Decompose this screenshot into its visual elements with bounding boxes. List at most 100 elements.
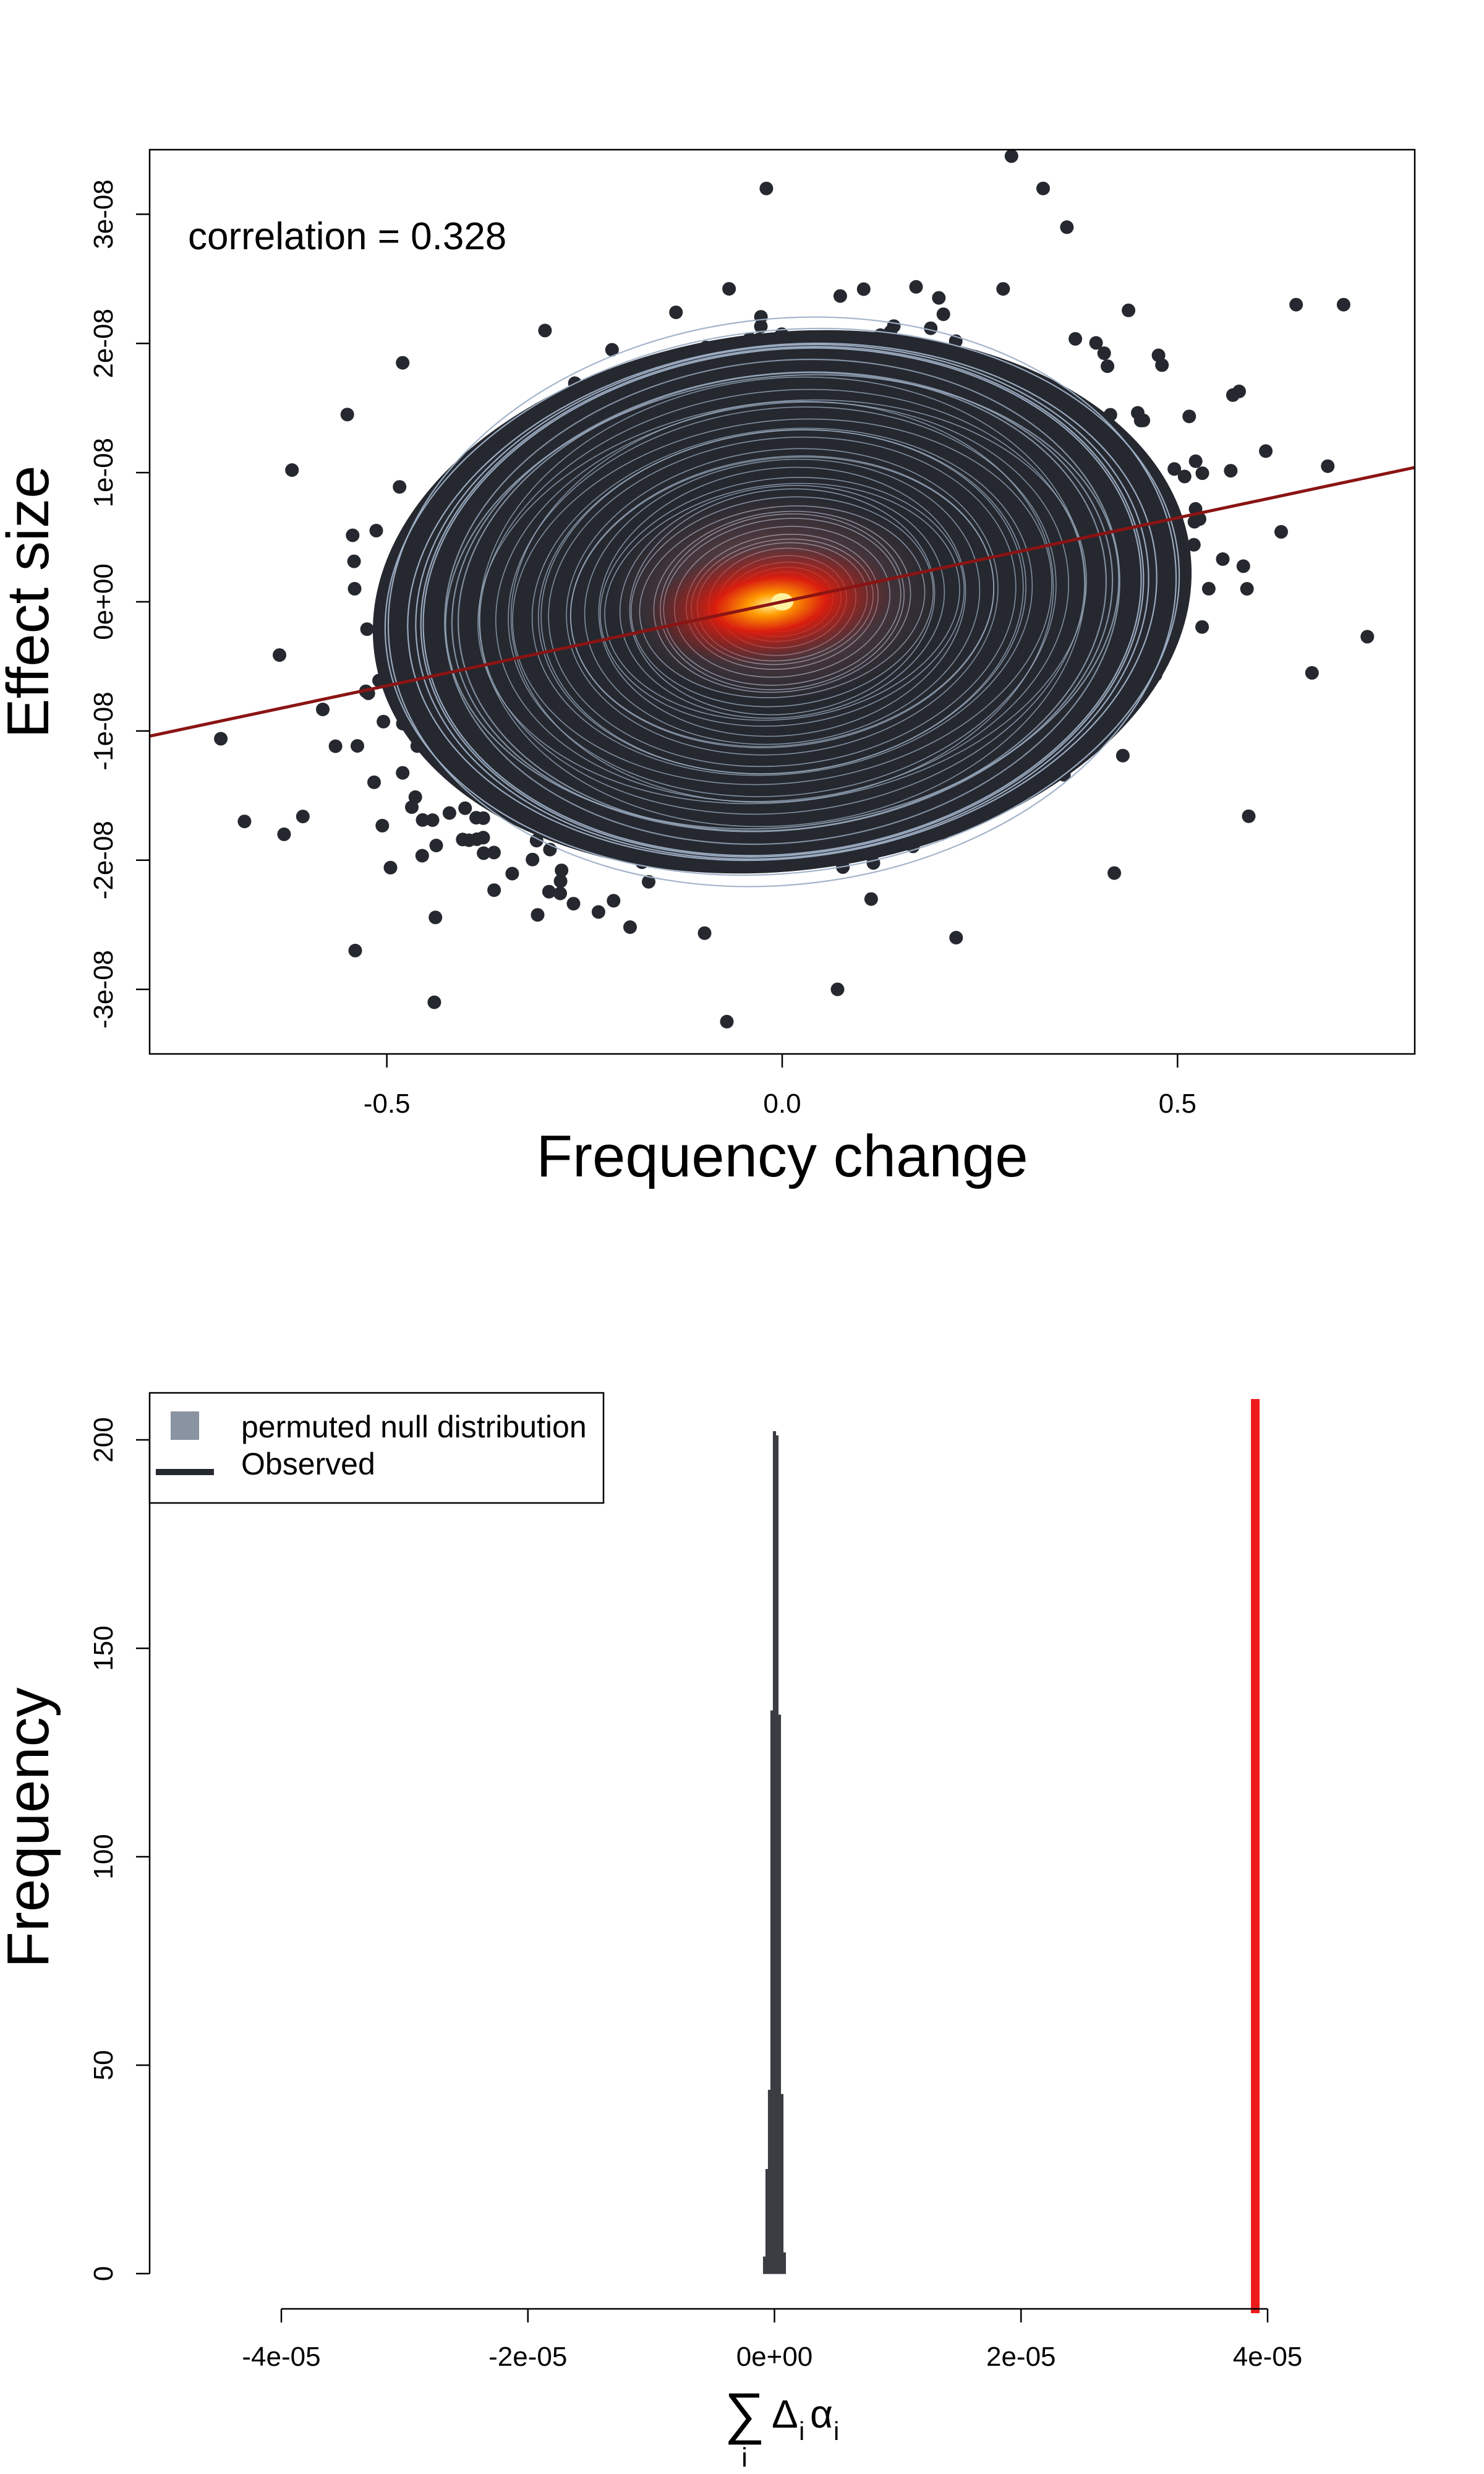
scatter-point [1305, 666, 1319, 680]
scatter-point [1259, 444, 1273, 458]
scatter-point [316, 703, 330, 716]
scatter-point [1236, 559, 1250, 573]
density-contour [384, 327, 1180, 876]
y-axis-title: Frequency [0, 1687, 61, 1968]
x-axis-title: Frequency change [536, 1123, 1028, 1189]
density-contour [407, 342, 1158, 862]
scatter-point [369, 523, 383, 537]
scatter-point [1036, 181, 1050, 195]
scatter-point [458, 801, 472, 815]
scatter-point [553, 886, 567, 901]
scatter-point [1216, 552, 1230, 566]
x-tick-label: 4e-05 [1233, 2342, 1303, 2372]
density-contour [584, 458, 981, 745]
density-contour [479, 376, 1086, 828]
scatter-point [909, 280, 923, 294]
legend: permuted null distribution Observed [148, 1392, 605, 1504]
density-contour [531, 427, 1033, 776]
scatter-point [1201, 581, 1216, 596]
scatter-point [442, 806, 456, 820]
scatter-point [1242, 809, 1256, 823]
x-axis-title-alpha: α [810, 2392, 833, 2436]
y-tick-label: 3e-08 [88, 179, 119, 249]
scatter-point [1240, 582, 1254, 596]
scatter-point [487, 883, 501, 897]
x-axis-title-delta: Δ [772, 2392, 798, 2436]
density-contour [548, 436, 1017, 768]
scatter-point [1224, 464, 1238, 478]
density-contour [420, 346, 1145, 858]
density-contour [604, 482, 960, 721]
scatter-point [1115, 748, 1130, 763]
y-tick-label: -1e-08 [88, 691, 119, 770]
scatter-point [396, 766, 410, 780]
density-contour [566, 448, 999, 756]
scatter-point [591, 905, 605, 919]
x-axis-title-sum-index: i [741, 2442, 748, 2473]
scatter-point [754, 319, 768, 333]
scatter-point [425, 813, 440, 827]
scatter-point [1187, 537, 1201, 552]
x-tick-label: -4e-05 [242, 2342, 320, 2372]
scatter-point [396, 356, 410, 370]
scatter-point [1122, 303, 1136, 317]
scatter-point [555, 863, 569, 878]
scatter-point [531, 908, 545, 922]
y-tick-label: 150 [88, 1625, 119, 1671]
scatter-point [996, 282, 1010, 296]
scatter-point [669, 306, 683, 319]
scatter-point [346, 528, 360, 542]
histogram-panel: 0 50 100 150 200 -4e-05 -2e-05 0e+00 2e-05 4e-05… [0, 1392, 1303, 2473]
scatter-point [1097, 346, 1111, 361]
scatter-point [429, 910, 443, 925]
scatter-point [1133, 413, 1148, 427]
histogram-bar [782, 2252, 787, 2274]
scatter-point [720, 1014, 734, 1029]
scatter-point [214, 732, 228, 746]
scatter-point [924, 321, 938, 335]
scatter-point [538, 323, 552, 338]
scatter-point [1188, 454, 1203, 468]
scatter-point [566, 897, 581, 911]
density-contour [477, 399, 1087, 805]
scatter-point [285, 463, 299, 477]
scatter-point [642, 875, 655, 889]
histogram-bar [777, 1714, 782, 2274]
density-contour [598, 466, 966, 737]
scatter-point [1336, 297, 1350, 312]
density-contour [512, 418, 1052, 785]
scatter-point [526, 852, 540, 867]
legend-swatch-null [171, 1411, 199, 1440]
density-contour [508, 406, 1057, 797]
scatter-point [377, 714, 391, 729]
scatter-point [1004, 150, 1018, 163]
legend-box [148, 1392, 605, 1504]
correlation-annotation: correlation = 0.328 [188, 215, 506, 258]
scatter-point [830, 982, 845, 996]
scatter-point [427, 995, 441, 1009]
density-contour [538, 429, 1026, 774]
scatter-point [237, 815, 252, 829]
scatter-point [1167, 462, 1182, 476]
scatter-point [1107, 866, 1122, 880]
scatter-point [405, 800, 419, 814]
x-tick-label: -0.5 [364, 1089, 411, 1119]
scatter-point [348, 943, 362, 957]
x-tick-label: 0.0 [763, 1089, 801, 1119]
scatter-point [623, 920, 637, 934]
scatter-point [936, 307, 950, 322]
scatter-point [1187, 515, 1201, 529]
scatter-point [367, 775, 381, 789]
scatter-point [864, 892, 878, 906]
scatter-panel: -0.5 0.0 0.5 -3e-08 -2e-08 -1e-08 0e+00 1e-08 2… [0, 148, 1416, 1189]
density-contour [510, 401, 1054, 803]
density-contour [599, 477, 965, 727]
density-contour [445, 374, 1120, 830]
scatter-point [833, 289, 847, 303]
x-axis-title-delta-index: i [799, 2416, 804, 2446]
scatter-point [754, 310, 768, 324]
scatter-point [553, 874, 568, 888]
y-tick-label: -2e-08 [88, 821, 119, 899]
scatter-point [605, 343, 619, 357]
